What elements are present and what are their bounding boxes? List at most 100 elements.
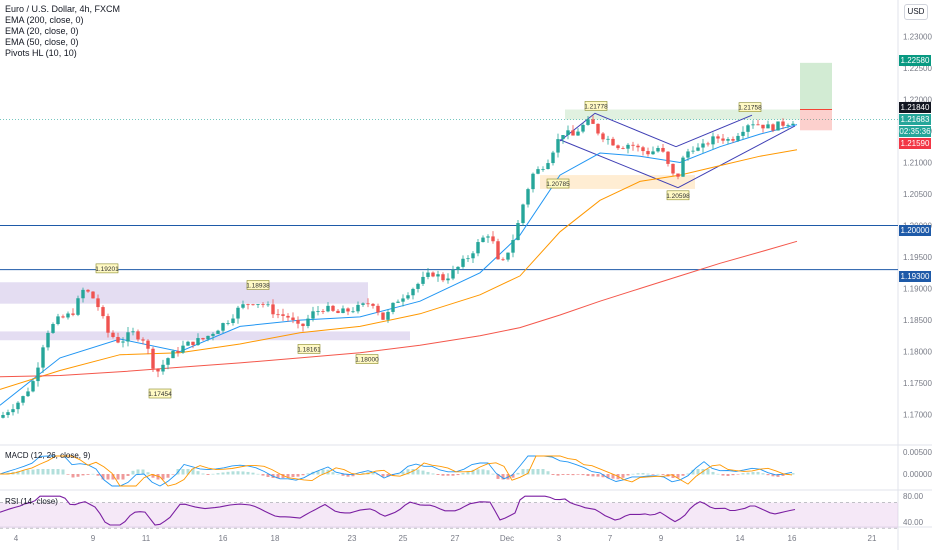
- candle-body: [211, 333, 215, 336]
- candle-body: [776, 121, 780, 131]
- pivot-label: 1.18161: [297, 346, 321, 353]
- candle-body: [456, 266, 460, 270]
- macd-histogram-bar: [36, 469, 40, 475]
- candle-body: [1, 415, 5, 418]
- candle-body: [701, 143, 705, 148]
- macd-histogram-bar: [436, 474, 440, 475]
- candle-body: [16, 402, 20, 410]
- pivot-label-box: [666, 190, 690, 201]
- macd-title[interactable]: MACD (12, 26, close, 9): [5, 451, 91, 460]
- candle-body: [646, 151, 650, 155]
- candle-body: [221, 323, 225, 331]
- x-tick-label: 16: [788, 534, 797, 543]
- macd-histogram-bar: [221, 472, 225, 475]
- x-tick-label: 23: [348, 534, 357, 543]
- x-tick-label: 18: [271, 534, 280, 543]
- pivot-label-box: [355, 354, 379, 364]
- candle-body: [161, 364, 165, 372]
- candle-body: [736, 135, 740, 141]
- macd-tick-label: 0.00000: [903, 470, 932, 479]
- candle-body: [491, 236, 495, 242]
- macd-histogram-bar: [516, 472, 520, 475]
- macd-histogram-bar: [406, 469, 410, 475]
- candle-body: [206, 335, 210, 340]
- pivot-label-box: [95, 263, 119, 274]
- rsi-title[interactable]: RSI (14, close): [5, 497, 58, 506]
- macd-histogram-bar: [741, 473, 745, 475]
- candle-body: [81, 289, 85, 299]
- macd-histogram-bar: [686, 473, 690, 475]
- legend-ema200[interactable]: EMA (200, close, 0): [5, 15, 84, 25]
- macd-histogram-bar: [521, 469, 525, 475]
- macd-histogram-bar: [171, 474, 175, 475]
- candle-body: [341, 308, 345, 314]
- y-tick-label: 1.17000: [903, 411, 932, 420]
- target-price-label: 1.22580: [899, 55, 931, 66]
- candle-body: [656, 147, 660, 152]
- pivot-label: 1.21778: [584, 103, 608, 110]
- candle-body: [256, 304, 260, 306]
- candle-body: [361, 303, 365, 305]
- macd-histogram-bar: [496, 474, 500, 479]
- macd-histogram-bar: [441, 474, 445, 476]
- candle-body: [486, 236, 490, 238]
- candle-body: [461, 258, 465, 267]
- pivot-label-box: [738, 102, 762, 112]
- x-tick-label: 4: [14, 534, 19, 543]
- candle-body: [146, 340, 150, 349]
- rsi-tick-label: 40.00: [903, 518, 924, 527]
- currency-button[interactable]: USD: [904, 4, 928, 20]
- macd-histogram-bar: [246, 471, 250, 475]
- candle-body: [521, 204, 525, 224]
- macd-histogram-bar: [456, 474, 460, 476]
- macd-histogram-bar: [511, 474, 515, 478]
- legend-ema20[interactable]: EMA (20, close, 0): [5, 26, 79, 36]
- candle-body: [346, 308, 350, 312]
- candle-body: [511, 240, 515, 253]
- macd-histogram-bar: [661, 474, 665, 475]
- macd-histogram-bar: [296, 474, 300, 477]
- candle-body: [396, 301, 400, 303]
- candle-body: [141, 339, 145, 341]
- macd-histogram-bar: [571, 474, 575, 476]
- candle-body: [271, 304, 275, 315]
- candle-body: [556, 139, 560, 153]
- candle-body: [336, 310, 340, 314]
- candle-body: [601, 133, 605, 140]
- macd-histogram-bar: [336, 474, 340, 475]
- candle-body: [251, 304, 255, 306]
- candle-body: [66, 313, 70, 318]
- x-tick-label: 21: [868, 534, 877, 543]
- candle-body: [756, 124, 760, 126]
- stop-price-label: 1.21840: [899, 102, 931, 113]
- macd-histogram-bar: [386, 474, 390, 477]
- candle-body: [716, 136, 720, 139]
- x-tick-label: 14: [736, 534, 745, 543]
- macd-histogram-bar: [536, 469, 540, 475]
- legend-ema50[interactable]: EMA (50, close, 0): [5, 37, 79, 47]
- candle-body: [621, 148, 625, 149]
- macd-histogram-bar: [111, 474, 115, 480]
- macd-histogram-bar: [711, 471, 715, 475]
- pivot-label: 1.17454: [148, 391, 172, 398]
- candle-body: [391, 302, 395, 312]
- candle-body: [476, 242, 480, 254]
- macd-histogram-bar: [576, 474, 580, 475]
- resistance-zone: [0, 282, 368, 304]
- macd-histogram-bar: [491, 473, 495, 475]
- candle-body: [741, 131, 745, 136]
- macd-histogram-bar: [626, 474, 630, 476]
- legend-pivots[interactable]: Pivots HL (10, 10): [5, 48, 77, 58]
- macd-histogram-bar: [736, 474, 740, 475]
- rsi-band: [0, 502, 898, 529]
- macd-histogram-bar: [56, 469, 60, 475]
- macd-histogram-bar: [446, 474, 450, 476]
- candle-body: [176, 350, 180, 353]
- candle-body: [711, 136, 715, 145]
- candle-body: [586, 119, 590, 125]
- candle-body: [131, 331, 135, 333]
- macd-histogram-bar: [681, 474, 685, 476]
- channel-upper-line: [675, 114, 753, 148]
